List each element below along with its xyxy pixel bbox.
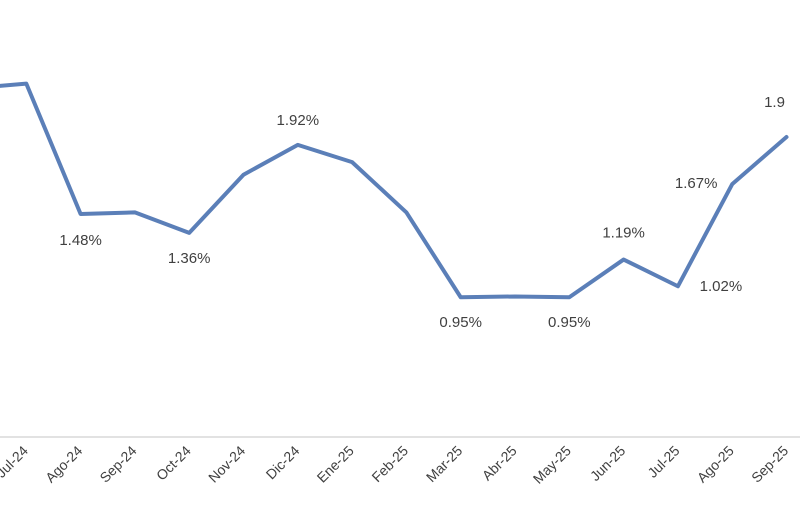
x-tick-label: Dic-24 (263, 442, 303, 482)
x-tick-label: Oct-24 (153, 442, 194, 483)
x-tick-label: Jul-25 (644, 442, 682, 480)
series-line (0, 81, 789, 300)
x-tick-label: May-25 (530, 442, 574, 486)
x-tick-label: Ene-25 (314, 442, 357, 485)
data-label: 1.02% (700, 278, 743, 295)
data-label: 1.36% (168, 250, 211, 267)
x-tick-label: Sep-24 (96, 442, 139, 485)
x-tick-label: Ago-25 (694, 442, 737, 485)
x-tick-label: Ago-24 (42, 442, 85, 485)
x-tick-label: Nov-24 (205, 442, 248, 485)
x-tick-label: Mar-25 (423, 442, 466, 485)
data-label: 0.95% (548, 314, 591, 331)
data-label: 1.9 (764, 94, 785, 111)
data-label: 1.92% (277, 112, 320, 129)
data-label: 1.67% (675, 175, 718, 192)
x-tick-label: Jul-24 (0, 442, 31, 480)
x-tick-label: Jun-25 (587, 442, 629, 484)
data-label: 0.95% (439, 314, 482, 331)
x-tick-label: Feb-25 (368, 442, 411, 485)
x-tick-label: Sep-25 (748, 442, 791, 485)
data-label: 1.48% (59, 232, 102, 249)
data-label: 1.19% (602, 225, 645, 242)
x-tick-label: Abr-25 (479, 442, 520, 483)
